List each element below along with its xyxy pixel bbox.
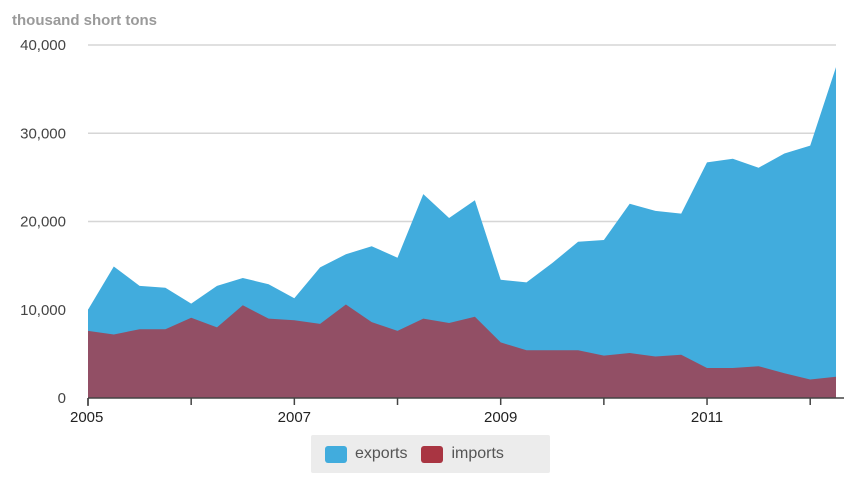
x-tick-label-2009: 2009: [484, 409, 517, 426]
area-exports: [88, 67, 836, 398]
x-tick-label-2011: 2011: [691, 409, 723, 426]
legend-swatch-imports: [421, 445, 444, 463]
y-tick-label-4: 40,000: [20, 37, 66, 54]
legend-label-imports: imports: [451, 445, 504, 462]
y-axis-unit-label: thousand short tons: [12, 12, 157, 29]
legend: exports imports: [311, 435, 550, 473]
y-tick-label-3: 30,000: [20, 125, 66, 142]
area-imports: [88, 304, 836, 398]
legend-label-exports: exports: [355, 445, 408, 462]
legend-swatch-exports: [325, 445, 347, 463]
y-tick-label-0: 0: [58, 390, 66, 407]
x-tick-label-2007: 2007: [278, 409, 311, 426]
y-tick-label-2: 20,000: [20, 214, 66, 231]
x-tick-label-2005: 2005: [70, 409, 103, 426]
legend-item-imports[interactable]: imports: [421, 445, 504, 463]
series-areas: [88, 67, 836, 398]
y-tick-labels: 0 10,000 20,000 30,000 40,000: [20, 37, 66, 407]
legend-item-exports[interactable]: exports: [325, 445, 407, 463]
y-tick-label-1: 10,000: [20, 302, 66, 319]
x-tick-labels: 2005 2007 2009 2011: [70, 409, 723, 426]
axes: [87, 397, 844, 406]
